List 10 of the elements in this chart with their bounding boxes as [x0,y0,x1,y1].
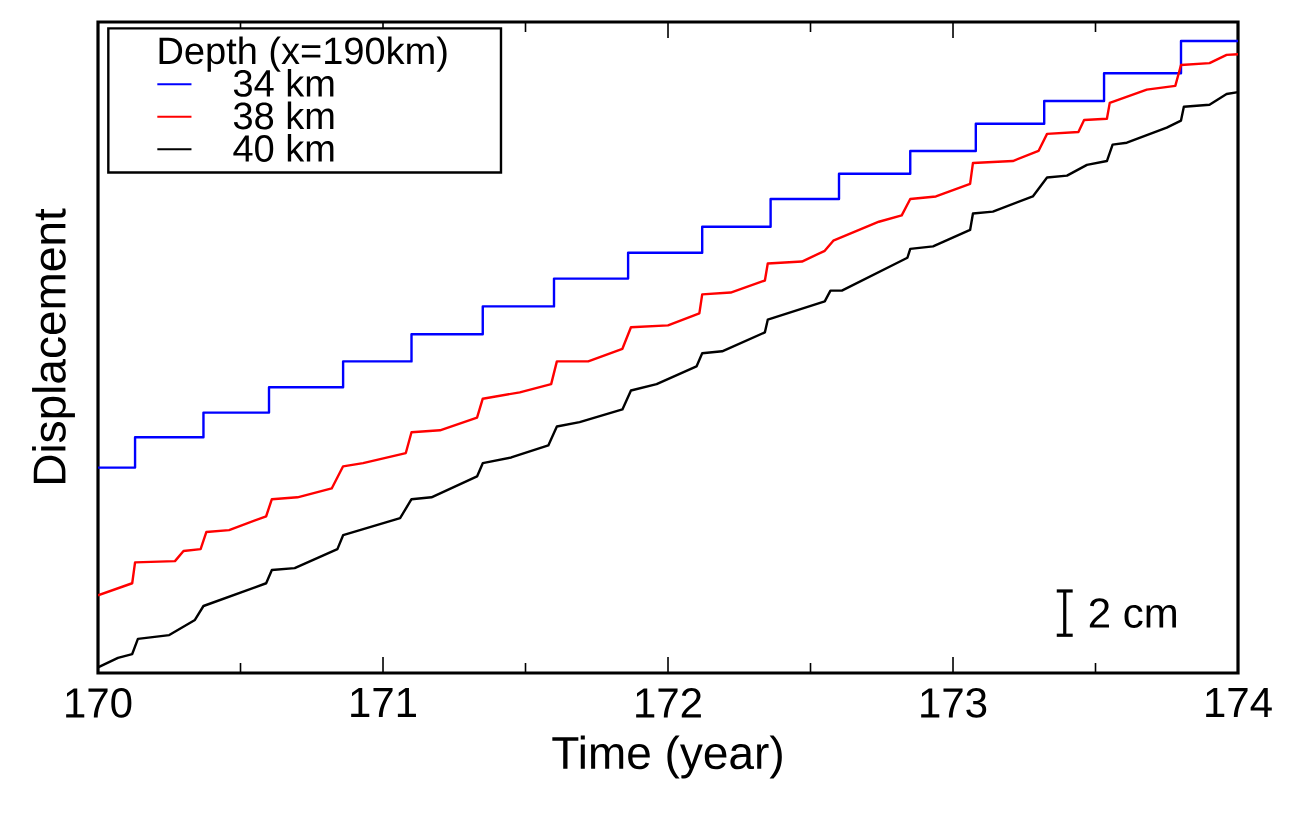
x-tick-label: 170 [66,688,132,718]
x-tick-label: 173 [921,688,987,718]
y-axis-title: Displacement [32,208,75,484]
x-tick-label: 172 [636,688,701,718]
x-tick-label: 171 [351,688,416,717]
legend-label: 38 km [233,101,334,130]
legend-label: 40 km [233,134,334,162]
x-tick-label: 174 [1206,688,1272,717]
x-axis-title: Time (year) [552,735,782,779]
annotation: 2 cm [1089,598,1176,628]
